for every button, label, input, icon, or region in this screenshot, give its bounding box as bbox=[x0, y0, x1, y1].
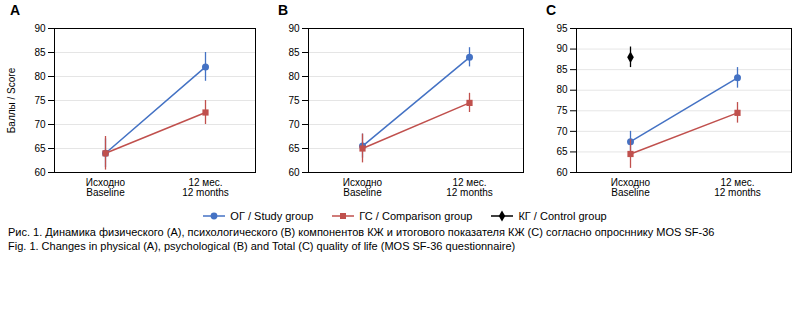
svg-text:ИсходноBaseline: ИсходноBaseline bbox=[86, 177, 126, 198]
html-text:C: C bbox=[546, 2, 557, 18]
svg-text:Баллы / Score: Баллы / Score bbox=[6, 67, 17, 133]
svg-text:85: 85 bbox=[34, 47, 46, 58]
svg-text:12 мес.12 months: 12 мес.12 months bbox=[714, 177, 761, 198]
svg-text:70: 70 bbox=[556, 126, 568, 137]
html-text:ОГ / Study group: ОГ / Study group bbox=[230, 210, 314, 222]
svg-text:85: 85 bbox=[288, 47, 300, 58]
svg-text:75: 75 bbox=[34, 95, 46, 106]
svg-text:90: 90 bbox=[288, 23, 300, 34]
svg-text:65: 65 bbox=[288, 143, 300, 154]
svg-text:ИсходноBaseline: ИсходноBaseline bbox=[611, 177, 651, 198]
html-text:Fig. 1. Changes in physical (A: Fig. 1. Changes in physical (A), psychol… bbox=[8, 240, 516, 252]
svg-text:ИсходноBaseline: ИсходноBaseline bbox=[343, 177, 383, 198]
svg-text:70: 70 bbox=[34, 119, 46, 130]
svg-text:60: 60 bbox=[34, 167, 46, 178]
html-text:КГ / Control group: КГ / Control group bbox=[518, 210, 607, 222]
html-text:A: A bbox=[10, 2, 21, 18]
svg-text:80: 80 bbox=[556, 84, 568, 95]
svg-text:75: 75 bbox=[556, 105, 568, 116]
svg-text:75: 75 bbox=[288, 95, 300, 106]
svg-text:60: 60 bbox=[556, 167, 568, 178]
svg-text:60: 60 bbox=[288, 167, 300, 178]
svg-text:65: 65 bbox=[556, 146, 568, 157]
svg-text:70: 70 bbox=[288, 119, 300, 130]
svg-text:90: 90 bbox=[556, 43, 568, 54]
svg-text:85: 85 bbox=[556, 64, 568, 75]
svg-text:12 мес.12 months: 12 мес.12 months bbox=[182, 177, 229, 198]
svg-text:80: 80 bbox=[288, 71, 300, 82]
svg-text:12 мес.12 months: 12 мес.12 months bbox=[446, 177, 493, 198]
svg-text:65: 65 bbox=[34, 143, 46, 154]
html-text:B: B bbox=[278, 2, 289, 18]
svg-text:95: 95 bbox=[556, 23, 568, 34]
svg-text:90: 90 bbox=[34, 23, 46, 34]
html-text:Рис. 1. Динамика физического (: Рис. 1. Динамика физического (А), психол… bbox=[8, 226, 715, 238]
svg-text:80: 80 bbox=[34, 71, 46, 82]
html-text:ГС / Comparison group: ГС / Comparison group bbox=[359, 210, 473, 222]
